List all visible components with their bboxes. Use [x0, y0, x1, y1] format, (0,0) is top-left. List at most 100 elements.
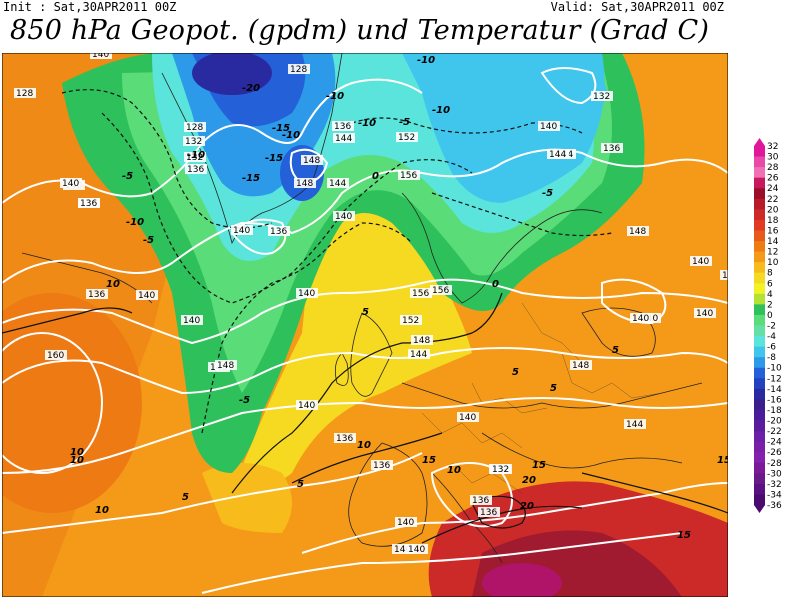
- geopotential-label: 136: [80, 199, 97, 209]
- geopotential-label-bg: [408, 349, 430, 359]
- geopotential-label-bg: [478, 507, 500, 517]
- legend-label: -34: [767, 490, 782, 500]
- geopotential-label: 140: [298, 401, 315, 411]
- temperature-label: 0: [492, 279, 499, 290]
- temperature-label: -5: [239, 395, 250, 406]
- temperature-label: 20: [522, 475, 536, 486]
- temperature-label: -5: [542, 188, 553, 199]
- geopotential-label-bg: [547, 149, 569, 159]
- geopotential-label: 156: [432, 286, 449, 296]
- temperature-label: 15: [532, 460, 546, 471]
- legend-swatch: [754, 146, 765, 158]
- geopotential-label-bg: [398, 170, 420, 180]
- legend-label: -26: [767, 448, 782, 458]
- legend-label: -32: [767, 480, 782, 490]
- geopotential-label-bg: [136, 290, 158, 300]
- geopotential-label: 132: [593, 92, 610, 102]
- geopotential-label-bg: [333, 133, 355, 143]
- temperature-label: 10: [447, 465, 461, 476]
- geopotential-label-bg: [333, 211, 355, 221]
- temperature-label: -20: [242, 83, 260, 94]
- geopotential-label: 136: [373, 461, 390, 471]
- geopotential-label: 140: [540, 122, 557, 132]
- geopotential-label: 140: [92, 53, 109, 60]
- temperature-label: -10: [187, 150, 205, 161]
- geopotential-label: 140: [632, 314, 649, 324]
- legend-label: 10: [767, 258, 779, 268]
- init-time: Init : Sat,30APR2011 00Z: [3, 0, 177, 14]
- geopotential-label: 128: [16, 89, 33, 99]
- legend-label: 22: [767, 195, 778, 205]
- legend-label: -20: [767, 417, 782, 427]
- geopotential-label-bg: [490, 464, 512, 474]
- legend-swatch: [754, 167, 765, 179]
- geopotential-label-bg: [538, 121, 560, 131]
- geopotential-label: 140: [692, 257, 709, 267]
- geopotential-label: 144: [335, 134, 352, 144]
- temperature-legend: 32302826242220181614121086420-2-4-6-8-10…: [754, 138, 782, 513]
- legend-swatch: [754, 230, 765, 242]
- geopotential-label: 136: [480, 508, 497, 518]
- temperature-label: 10: [70, 447, 84, 458]
- valid-time: Valid: Sat,30APR2011 00Z: [550, 0, 724, 14]
- temperature-label: -15: [272, 123, 290, 134]
- legend-label: 12: [767, 248, 778, 258]
- legend-swatch: [754, 452, 765, 464]
- legend-swatch: [754, 219, 765, 231]
- geopotential-label: 148: [413, 336, 430, 346]
- geopotential-label: 152: [398, 133, 415, 143]
- chart-title: 850 hPa Geopot. (gpdm) und Temperatur (G…: [10, 15, 710, 46]
- legend-label: 0: [767, 311, 773, 321]
- temperature-label: 15: [422, 455, 436, 466]
- geopotential-label-bg: [334, 433, 356, 443]
- temperature-label: 20: [520, 501, 534, 512]
- legend-label: 24: [767, 184, 779, 194]
- legend-label: -22: [767, 427, 782, 437]
- legend-swatch: [754, 241, 765, 253]
- geopotential-label-bg: [395, 517, 417, 527]
- legend-label: -28: [767, 459, 782, 469]
- legend-swatch: [754, 473, 765, 485]
- temperature-label: 5: [550, 383, 557, 394]
- geopotential-label: 140: [394, 545, 411, 555]
- legend-label: -36: [767, 501, 782, 511]
- geopotential-label-bg: [332, 121, 354, 131]
- temperature-label: 5: [182, 492, 189, 503]
- legend-swatch: [754, 177, 765, 189]
- legend-label: 18: [767, 216, 779, 226]
- geopotential-label: 136: [270, 227, 287, 237]
- legend-label: -14: [767, 385, 782, 395]
- temperature-label: -15: [265, 153, 283, 164]
- legend-swatch: [754, 483, 765, 495]
- geopotential-label-bg: [231, 225, 253, 235]
- geopotential-label: 160: [47, 351, 64, 361]
- legend-swatch: [754, 494, 765, 506]
- temperature-label: 10: [106, 279, 120, 290]
- legend-swatch: [754, 399, 765, 411]
- geopotential-label-bg: [327, 178, 349, 188]
- geopotential-label: 132: [185, 137, 202, 147]
- geopotential-label-bg: [288, 64, 310, 74]
- legend-arrow-bottom: [754, 505, 765, 513]
- geopotential-label: 136: [334, 122, 351, 132]
- geopotential-label: 148: [303, 156, 320, 166]
- legend-swatch: [754, 156, 765, 168]
- temperature-label: -10: [282, 130, 300, 141]
- legend-arrow-top: [754, 138, 765, 146]
- geopotential-label-bg: [45, 350, 67, 360]
- geopotential-label-bg: [296, 400, 318, 410]
- legend-label: -10: [767, 364, 782, 374]
- temperature-label: 0: [372, 171, 379, 182]
- temperature-label: 15: [717, 455, 728, 466]
- geopotential-label-bg: [630, 313, 652, 323]
- geopotential-label: 156: [412, 289, 429, 299]
- geopotential-label: 144: [410, 350, 427, 360]
- legend-label: 32: [767, 142, 778, 152]
- legend-label: 2: [767, 300, 773, 310]
- geopotential-label-bg: [601, 143, 623, 153]
- legend-swatch: [754, 388, 765, 400]
- legend-label: 20: [767, 205, 779, 215]
- geopotential-label-bg: [371, 460, 393, 470]
- legend-label: 8: [767, 269, 773, 279]
- geopotential-label: 136: [187, 165, 204, 175]
